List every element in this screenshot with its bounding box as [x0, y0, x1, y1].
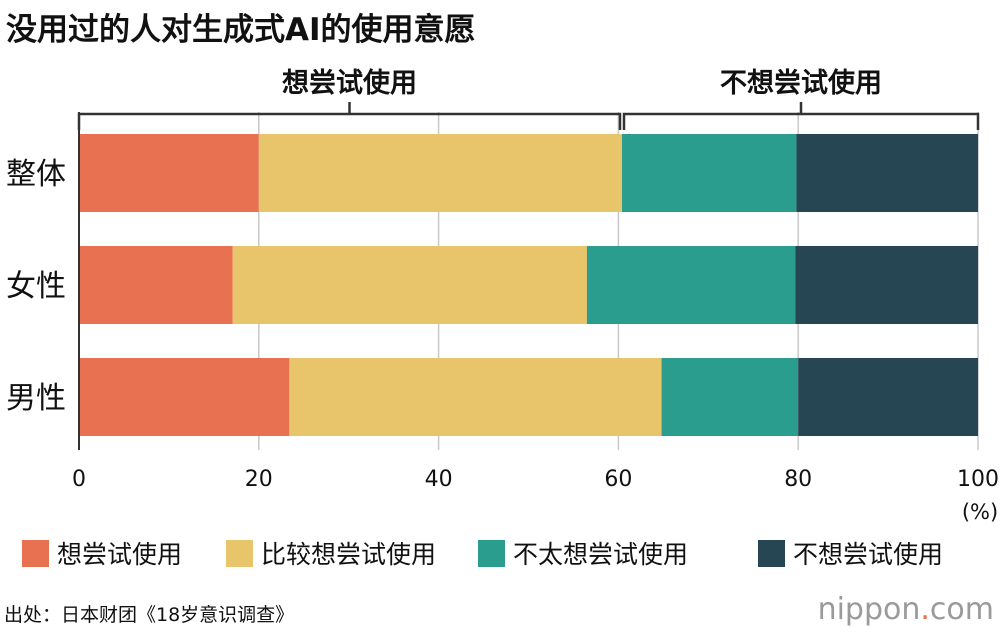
bar-segment: [586, 246, 796, 324]
legend-swatch: [226, 540, 253, 567]
nippon-logo[interactable]: nippon.com: [818, 592, 994, 627]
logo-tld: com: [929, 592, 994, 627]
bar-segment: [79, 246, 233, 324]
bar-segment: [79, 358, 290, 436]
bar-segment: [79, 134, 259, 212]
x-unit-label: (%): [962, 500, 998, 524]
logo-name: nippon: [817, 592, 921, 627]
legend-swatch: [478, 540, 505, 567]
stacked-bar-chart: 想尝试使用 不想尝试使用 整体女性男性0 20 40 60 80 100(%) 想尝试使用比…: [6, 68, 999, 569]
group-label: 不想尝试使用: [720, 68, 882, 99]
logo-dot: .: [920, 592, 930, 627]
x-tick-label: 60: [604, 467, 632, 492]
legend-label: 想尝试使用: [57, 540, 182, 569]
group-label: 想尝试使用: [282, 68, 417, 99]
source-note: 出处：日本财团《18岁意识调查》: [4, 604, 295, 626]
bar-segment: [621, 134, 797, 212]
x-tick-label: 100: [957, 467, 999, 492]
bar-segment: [798, 358, 978, 436]
group-bracket: [77, 102, 622, 130]
x-tick-label: 20: [245, 467, 273, 492]
group-bracket: [622, 102, 980, 130]
bar-segment: [289, 358, 662, 436]
bar-segment: [661, 358, 799, 436]
chart-title: 没用过的人对生成式AI的使用意愿: [6, 12, 476, 48]
legend-swatch: [22, 540, 49, 567]
bar-segment: [232, 246, 587, 324]
legend-label: 不太想尝试使用: [513, 540, 688, 569]
legend-label: 不想尝试使用: [793, 540, 943, 569]
legend-swatch: [758, 540, 785, 567]
category-label: 女性: [6, 269, 66, 304]
x-tick-label: 0: [72, 467, 86, 492]
bar-segment: [795, 246, 978, 324]
x-tick-label: 80: [784, 467, 812, 492]
category-label: 整体: [6, 157, 66, 192]
bar-segment: [796, 134, 978, 212]
category-label: 男性: [6, 381, 66, 416]
legend-label: 比较想尝试使用: [261, 540, 436, 569]
x-tick-label: 40: [425, 467, 453, 492]
bar-segment: [258, 134, 622, 212]
